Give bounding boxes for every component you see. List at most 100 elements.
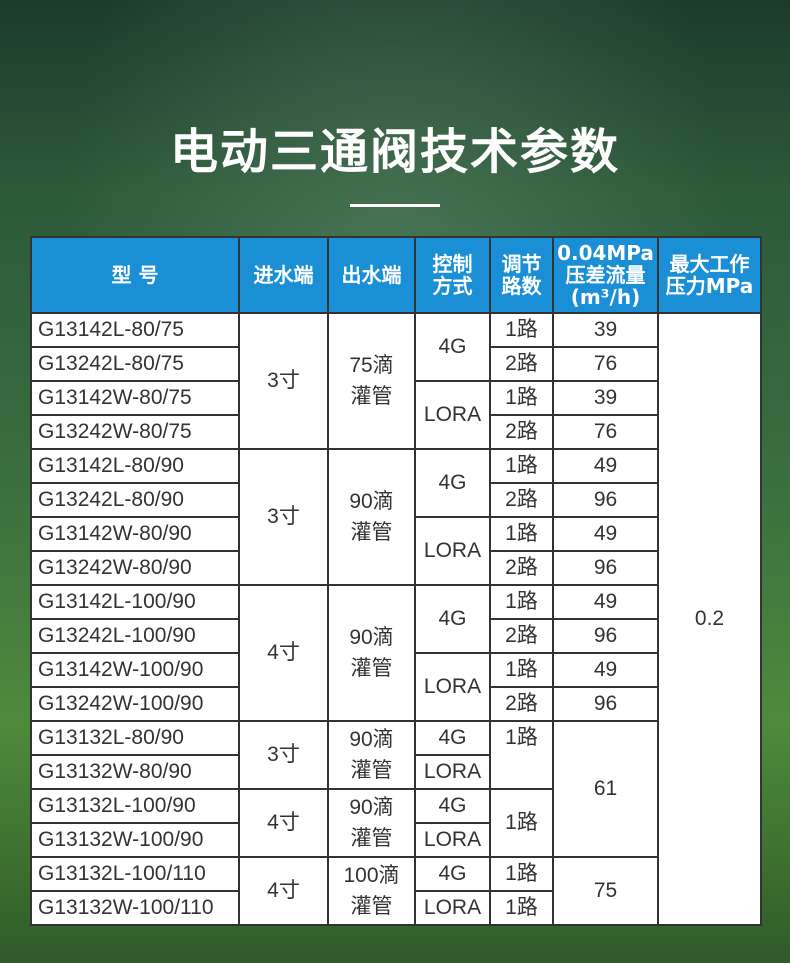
model-cell: G13132W-100/110: [30, 890, 240, 926]
table-row: G13132W-100/110 LORA 1路: [30, 890, 761, 926]
control-cell: LORA: [414, 380, 491, 450]
table-row: G13142L-100/90 4寸 90滴 灌管 4G 1路 49: [30, 584, 761, 722]
table-row: G13132L-100/110 4寸 100滴 灌管 4G 1路 75: [30, 856, 761, 926]
flow-cell: 96: [552, 618, 659, 654]
control-cell: LORA: [414, 652, 491, 722]
header-pressure: 最大工作 压力MPa: [657, 236, 762, 314]
outlet-cell: 90滴 灌管: [327, 720, 416, 790]
table-row: G13132W-100/90 LORA: [30, 822, 761, 858]
header-inlet: 进水端: [238, 236, 329, 314]
routes-cell: 1路: [489, 652, 554, 688]
routes-cell: 1路: [489, 380, 554, 416]
table-row: G13132W-80/90 LORA: [30, 754, 761, 790]
model-cell: G13132W-100/90: [30, 822, 240, 858]
model-cell: G13132L-80/90: [30, 720, 240, 756]
model-cell: G13142W-80/90: [30, 516, 240, 552]
control-cell: 4G: [414, 720, 491, 756]
routes-cell: 2路: [489, 686, 554, 722]
model-cell: G13132W-80/90: [30, 754, 240, 790]
model-cell: G13132L-100/90: [30, 788, 240, 824]
flow-cell: 61: [552, 720, 659, 858]
spec-table: 型 号进水端 出水端 控制 方式 调节 路数 0.04MPa 压差流量 (m³/h) 最大…: [30, 236, 762, 926]
inlet-cell: 4寸: [238, 856, 329, 926]
table-row: G13142W-80/75 LORA 1路 39: [30, 380, 761, 450]
header-flow: 0.04MPa 压差流量 (m³/h): [552, 236, 659, 314]
flow-cell: 49: [552, 516, 659, 552]
flow-cell: 76: [552, 414, 659, 450]
inlet-cell: 3寸: [238, 448, 329, 586]
model-cell: G13242W-80/75: [30, 414, 240, 450]
flow-cell: 39: [552, 380, 659, 416]
header-model: 型 号: [30, 236, 240, 314]
control-cell: LORA: [414, 516, 491, 586]
routes-cell: 2路: [489, 618, 554, 654]
table-row: G13242W-80/75 2路 76: [30, 414, 761, 450]
control-cell: 4G: [414, 584, 491, 654]
control-cell: LORA: [414, 822, 491, 858]
model-cell: G13242L-80/75: [30, 346, 240, 382]
control-cell: 4G: [414, 448, 491, 518]
title-divider: [350, 204, 440, 207]
outlet-cell: 90滴 灌管: [327, 584, 416, 722]
routes-cell: 1路: [489, 890, 554, 926]
model-cell: G13142L-80/90: [30, 448, 240, 484]
inlet-cell: 3寸: [238, 720, 329, 790]
routes-cell: 1路: [489, 720, 554, 790]
table-row: G13242W-80/90 2路 96: [30, 550, 761, 586]
routes-cell: 1路: [489, 516, 554, 552]
flow-cell: 96: [552, 482, 659, 518]
table-row: G13242W-100/90 2路 96: [30, 686, 761, 722]
control-cell: 4G: [414, 856, 491, 892]
table-row: G13132L-80/90 3寸 90滴 灌管 4G 1路 61: [30, 720, 761, 858]
model-cell: G13132L-100/110: [30, 856, 240, 892]
model-cell: G13242L-100/90: [30, 618, 240, 654]
model-cell: G13142L-100/90: [30, 584, 240, 620]
table-row: G13142L-80/75 3寸 75滴 灌管 4G 1路 39 0.2: [30, 312, 762, 926]
inlet-cell: 3寸: [238, 312, 329, 450]
model-cell: G13242W-100/90: [30, 686, 240, 722]
flow-cell: 49: [552, 448, 659, 484]
table-header: 型 号进水端 出水端 控制 方式 调节 路数 0.04MPa 压差流量 (m³/h) 最大…: [30, 236, 762, 314]
outlet-cell: 90滴 灌管: [327, 448, 416, 586]
routes-cell: 1路: [489, 584, 554, 620]
header-control: 控制 方式: [414, 236, 491, 314]
model-cell: G13242L-80/90: [30, 482, 240, 518]
table-row: G13142W-80/90 LORA 1路 49: [30, 516, 761, 586]
control-cell: 4G: [414, 788, 491, 824]
routes-cell: 2路: [489, 550, 554, 586]
routes-cell: 1路: [489, 312, 554, 348]
table-row: G13242L-80/75 2路 76: [30, 346, 761, 382]
inlet-cell: 4寸: [238, 788, 329, 858]
model-cell: G13242W-80/90: [30, 550, 240, 586]
routes-cell: 1路: [489, 788, 554, 858]
flow-cell: 49: [552, 652, 659, 688]
page-title: 电动三通阀技术参数: [169, 124, 620, 180]
pressure-cell: 0.2: [657, 312, 762, 926]
routes-cell: 1路: [489, 856, 554, 892]
control-cell: LORA: [414, 890, 491, 926]
model-cell: G13142L-80/75: [30, 312, 240, 348]
flow-cell: 76: [552, 346, 659, 382]
control-cell: LORA: [414, 754, 491, 790]
table-row: G13142L-80/90 3寸 90滴 灌管 4G 1路 49: [30, 448, 761, 586]
header-routes: 调节 路数: [489, 236, 554, 314]
routes-cell: 1路: [489, 448, 554, 484]
table-row: G13132L-100/90 4寸 90滴 灌管 4G 1路: [30, 788, 761, 858]
outlet-cell: 90滴 灌管: [327, 788, 416, 858]
header-outlet: 出水端: [327, 236, 416, 314]
table-row: G13242L-80/90 2路 96: [30, 482, 761, 518]
flow-cell: 96: [552, 686, 659, 722]
model-cell: G13142W-80/75: [30, 380, 240, 416]
routes-cell: 2路: [489, 482, 554, 518]
table-row: G13242L-100/90 2路 96: [30, 618, 761, 654]
table-row: G13142W-100/90 LORA 1路 49: [30, 652, 761, 722]
flow-cell: 96: [552, 550, 659, 586]
outlet-cell: 75滴 灌管: [327, 312, 416, 450]
control-cell: 4G: [414, 312, 491, 382]
routes-cell: 2路: [489, 414, 554, 450]
flow-cell: 39: [552, 312, 659, 348]
flow-cell: 75: [552, 856, 659, 926]
outlet-cell: 100滴 灌管: [327, 856, 416, 926]
model-cell: G13142W-100/90: [30, 652, 240, 688]
flow-cell: 49: [552, 584, 659, 620]
